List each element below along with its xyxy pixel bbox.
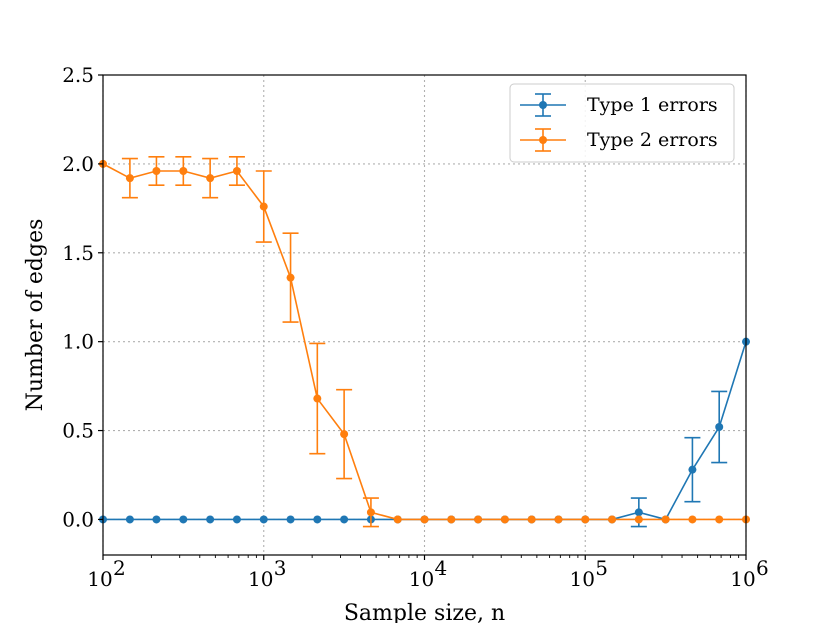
- x-tick-label: 10: [409, 567, 434, 591]
- y-tick-label: 2.5: [62, 63, 94, 87]
- y-tick-label: 1.0: [62, 330, 94, 354]
- data-point: [527, 515, 536, 524]
- axis-ticks: 10 2 10 3 10 4 10 5 10 60.00.51.01.52.02.5: [62, 63, 769, 591]
- data-point: [206, 174, 215, 183]
- data-point: [581, 515, 590, 524]
- x-tick-exponent: 5: [595, 556, 608, 580]
- data-point: [340, 430, 349, 439]
- data-point: [259, 515, 268, 524]
- data-point: [259, 202, 268, 211]
- y-axis-label: Number of edges: [23, 219, 48, 412]
- legend-entry-type-2: [520, 128, 566, 152]
- series-layer: [99, 155, 750, 528]
- y-tick-label: 2.0: [62, 152, 94, 176]
- data-point: [474, 515, 483, 524]
- data-point: [366, 508, 375, 517]
- data-point: [125, 515, 134, 524]
- data-point: [500, 515, 509, 524]
- y-tick-label: 0.5: [62, 419, 94, 443]
- x-tick-exponent: 3: [274, 556, 287, 580]
- data-point: [286, 273, 295, 282]
- data-point: [634, 515, 643, 524]
- x-tick-label: 10: [248, 567, 273, 591]
- data-point: [313, 394, 322, 403]
- data-point: [206, 515, 215, 524]
- y-tick-label: 1.5: [62, 241, 94, 265]
- series-2: [99, 155, 750, 528]
- data-point: [286, 515, 295, 524]
- x-tick-label: 10: [570, 567, 595, 591]
- x-tick-exponent: 4: [435, 556, 448, 580]
- data-point: [715, 423, 724, 431]
- data-point: [715, 515, 724, 524]
- x-tick-label: 10: [87, 567, 112, 591]
- data-point: [447, 515, 456, 524]
- x-tick-exponent: 6: [756, 556, 769, 580]
- data-point: [554, 515, 563, 524]
- legend-box: [509, 83, 735, 163]
- data-point: [608, 515, 617, 524]
- x-tick-label: 10: [730, 567, 755, 591]
- data-point: [340, 515, 349, 524]
- data-point: [661, 515, 670, 524]
- y-tick-label: 0.0: [62, 507, 94, 531]
- data-point: [313, 515, 322, 524]
- data-point: [152, 515, 161, 524]
- x-axis-label: Sample size, n: [344, 601, 505, 623]
- legend-marker: [539, 136, 547, 144]
- legend: Type 1 errors Type 2 errors: [509, 83, 735, 163]
- data-point: [420, 515, 429, 524]
- legend-label-type-1: Type 1 errors: [587, 94, 718, 116]
- legend-marker: [539, 101, 547, 109]
- data-point: [125, 174, 134, 183]
- data-point: [179, 167, 188, 175]
- data-point: [232, 515, 241, 524]
- legend-entry-type-1: [520, 93, 566, 117]
- data-point: [393, 515, 402, 524]
- data-point: [688, 515, 697, 524]
- data-point: [688, 465, 697, 474]
- x-tick-exponent: 2: [113, 556, 126, 580]
- legend-label-type-2: Type 2 errors: [587, 129, 718, 151]
- data-point: [152, 167, 161, 175]
- data-point: [634, 508, 643, 517]
- data-point: [232, 167, 241, 175]
- data-point: [179, 515, 188, 524]
